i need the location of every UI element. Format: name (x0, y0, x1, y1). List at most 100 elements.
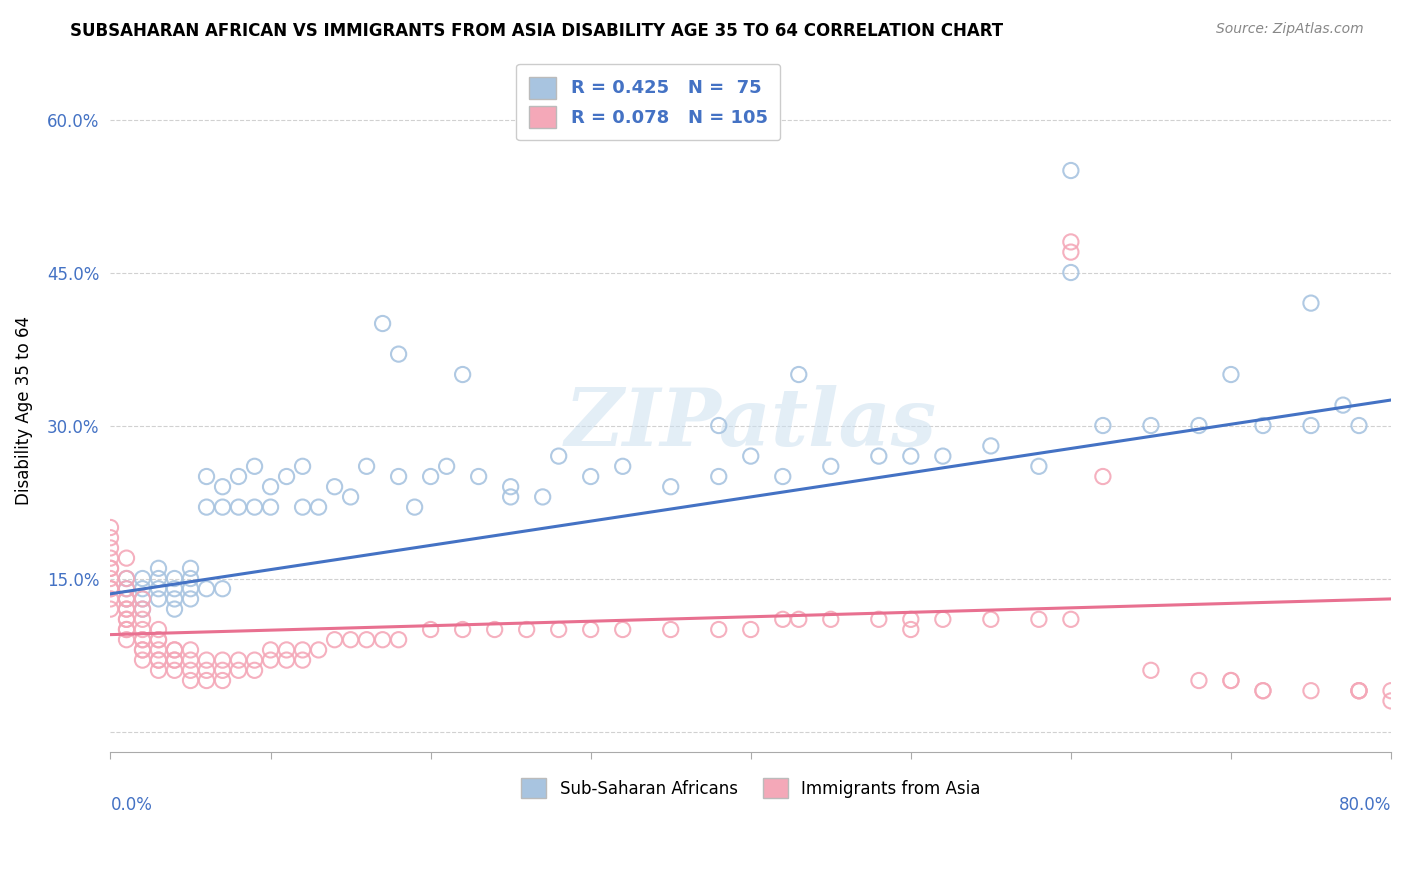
Point (1219, 673, 1241, 688)
Point (371, 632, 394, 647)
Point (100, 591, 122, 606)
Point (131, 572, 153, 586)
Point (100, 531, 122, 545)
Point (323, 632, 346, 647)
Point (115, 591, 138, 606)
Point (1251, 418, 1274, 433)
Point (484, 623, 506, 637)
Point (100, 572, 122, 586)
Point (180, 591, 202, 606)
Point (356, 632, 378, 647)
Point (436, 459, 458, 474)
Point (291, 643, 314, 657)
Point (180, 653, 202, 667)
Point (707, 623, 730, 637)
Point (163, 591, 186, 606)
Point (115, 572, 138, 586)
Point (211, 480, 233, 494)
Point (1379, 694, 1402, 708)
Point (180, 582, 202, 596)
Point (100, 541, 122, 555)
Point (115, 612, 138, 626)
Point (195, 663, 218, 677)
Point (100, 582, 122, 596)
Point (211, 673, 233, 688)
Point (1060, 163, 1083, 178)
Point (148, 572, 170, 586)
Point (1060, 235, 1083, 249)
Point (115, 602, 138, 616)
Point (131, 653, 153, 667)
Point (740, 623, 762, 637)
Point (1140, 663, 1163, 677)
Y-axis label: Disability Age 35 to 64: Disability Age 35 to 64 (15, 316, 32, 505)
Point (323, 480, 346, 494)
Point (259, 643, 281, 657)
Point (115, 623, 138, 637)
Point (243, 653, 266, 667)
Point (419, 623, 441, 637)
Point (707, 469, 730, 483)
Point (100, 561, 122, 575)
Point (115, 632, 138, 647)
Point (1140, 418, 1163, 433)
Point (131, 632, 153, 647)
Point (276, 653, 298, 667)
Point (1188, 418, 1211, 433)
Point (772, 612, 794, 626)
Point (148, 591, 170, 606)
Point (243, 663, 266, 677)
Point (148, 623, 170, 637)
Point (163, 653, 186, 667)
Point (900, 623, 922, 637)
Point (148, 663, 170, 677)
Point (1060, 266, 1083, 280)
Point (180, 561, 202, 575)
Point (163, 602, 186, 616)
Point (195, 673, 218, 688)
Point (612, 459, 634, 474)
Point (163, 643, 186, 657)
Point (339, 490, 361, 504)
Point (1091, 469, 1114, 483)
Point (868, 449, 890, 463)
Point (980, 439, 1002, 453)
Point (211, 653, 233, 667)
Point (100, 582, 122, 596)
Point (1299, 296, 1322, 310)
Point (228, 469, 250, 483)
Point (148, 653, 170, 667)
Point (180, 643, 202, 657)
Point (1331, 398, 1354, 412)
Text: 0.0%: 0.0% (111, 797, 152, 814)
Point (1348, 683, 1371, 698)
Point (820, 459, 842, 474)
Point (131, 582, 153, 596)
Point (228, 500, 250, 515)
Point (115, 623, 138, 637)
Point (579, 623, 602, 637)
Point (547, 623, 569, 637)
Point (1028, 612, 1050, 626)
Point (163, 572, 186, 586)
Point (115, 602, 138, 616)
Point (932, 449, 955, 463)
Point (100, 520, 122, 534)
Point (163, 663, 186, 677)
Point (195, 653, 218, 667)
Point (579, 469, 602, 483)
Point (100, 551, 122, 566)
Point (259, 480, 281, 494)
Point (531, 490, 554, 504)
Point (339, 632, 361, 647)
Point (195, 469, 218, 483)
Text: ZIPatlas: ZIPatlas (565, 385, 936, 463)
Point (388, 347, 411, 361)
Point (228, 663, 250, 677)
Point (820, 612, 842, 626)
Point (388, 469, 411, 483)
Point (291, 459, 314, 474)
Point (388, 632, 411, 647)
Point (1028, 459, 1050, 474)
Point (467, 469, 489, 483)
